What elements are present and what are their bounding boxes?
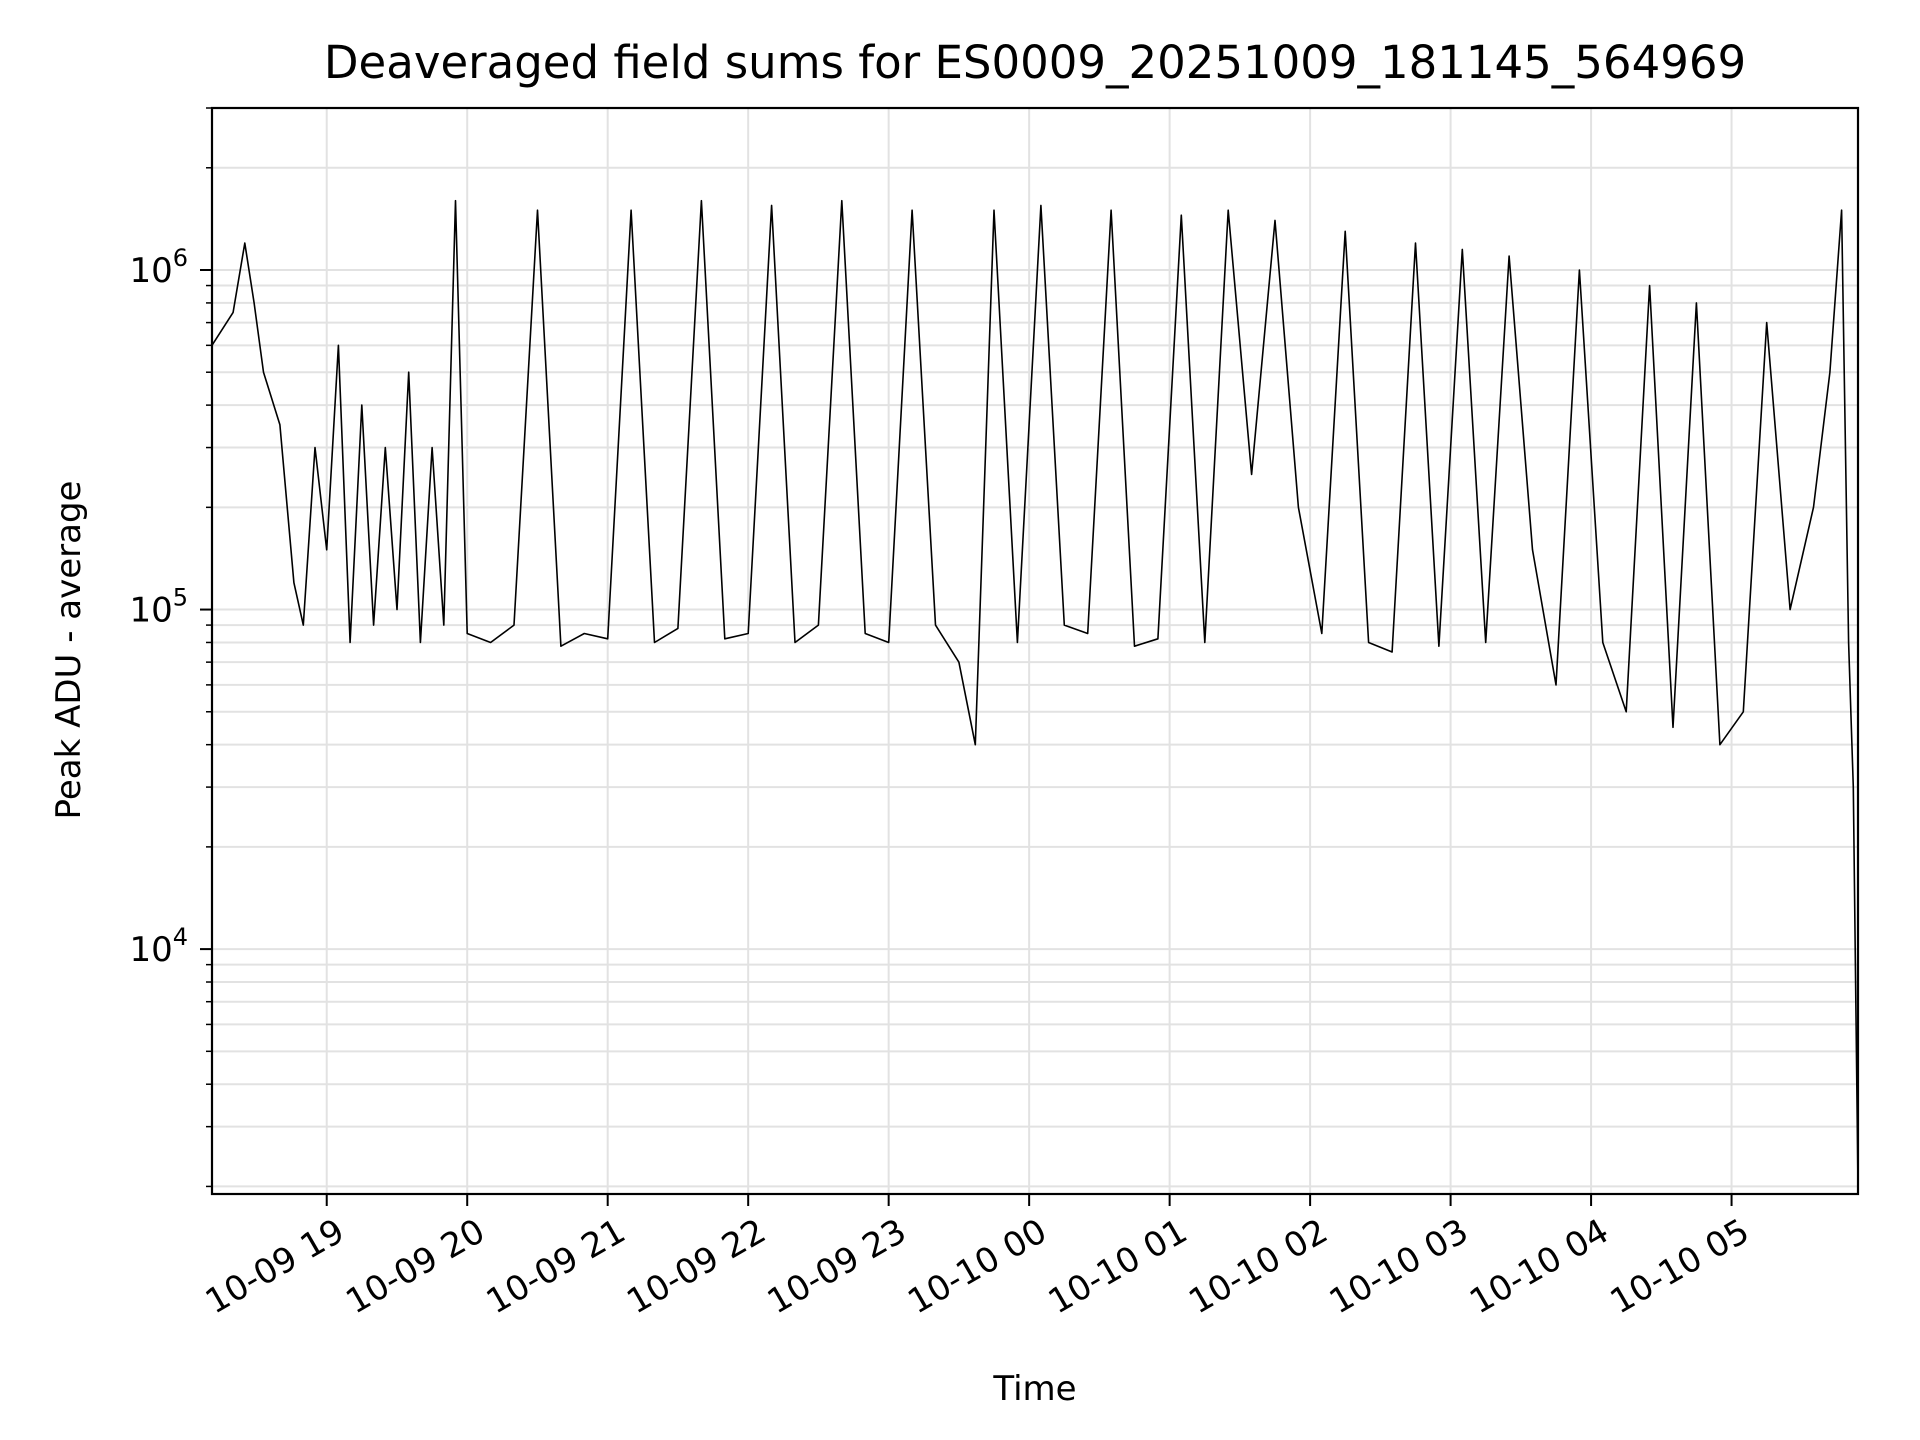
plot-frame (210, 106, 1860, 1196)
y-tick-exponent: 5 (173, 584, 188, 612)
y-tick-base: 10 (129, 591, 172, 631)
y-tick-base: 10 (129, 930, 172, 970)
series-line (211, 199, 1859, 1187)
y-tick-label: 104 (129, 923, 188, 970)
x-axis-label: Time (992, 1369, 1076, 1409)
series-group (211, 199, 1859, 1187)
y-tick-exponent: 4 (173, 923, 188, 951)
y-axis-label: Peak ADU - average (49, 481, 89, 820)
y-tick-base: 10 (129, 251, 172, 291)
grid (212, 107, 1858, 1194)
chart-title: Deaveraged field sums for ES0009_2025100… (324, 36, 1746, 89)
y-tick-label: 105 (129, 584, 188, 631)
y-tick-label: 106 (129, 244, 188, 291)
y-tick-exponent: 6 (173, 244, 188, 272)
